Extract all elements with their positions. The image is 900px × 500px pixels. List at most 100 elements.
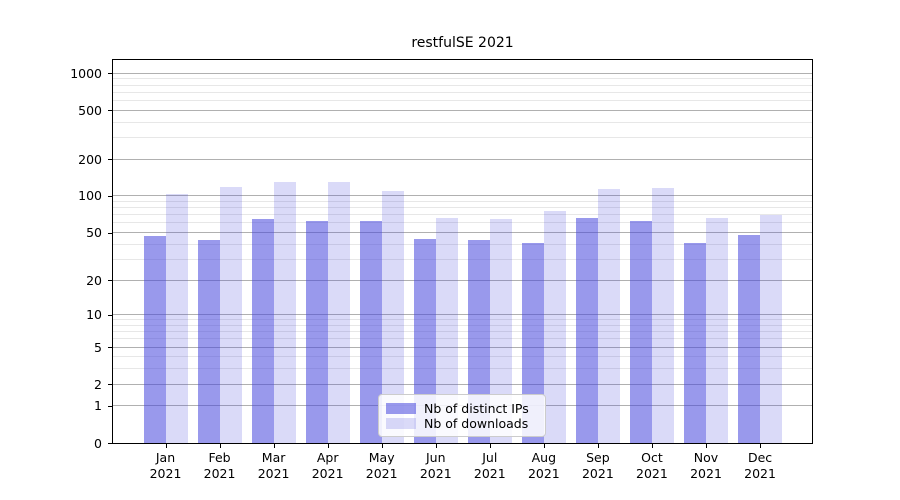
x-tick-mark: [219, 444, 221, 448]
x-tick-year: 2021: [149, 465, 182, 481]
gridline-major: [113, 346, 812, 348]
x-tick-year: 2021: [419, 465, 452, 481]
gridline-major: [113, 383, 812, 385]
x-tick-year: 2021: [527, 465, 560, 481]
bar-downloads: [706, 217, 728, 443]
x-tick-month: Nov: [693, 450, 719, 465]
bar-distinct-ips: [738, 234, 761, 443]
gridline-minor: [113, 78, 812, 80]
legend-item-downloads: Nb of downloads: [386, 415, 539, 431]
x-tick-label: Nov 2021: [674, 450, 738, 481]
y-tick-mark: [108, 443, 112, 444]
bar-downloads: [489, 218, 512, 443]
x-tick-mark: [706, 444, 707, 448]
bar-distinct-ips: [467, 240, 490, 443]
x-tick-label: May 2021: [350, 450, 414, 481]
gridline-minor: [113, 258, 812, 260]
x-tick-month: Oct: [641, 450, 663, 465]
bar-distinct-ips: [251, 218, 274, 443]
y-tick-label: 200: [78, 151, 102, 167]
gridline-minor: [113, 324, 812, 326]
x-tick-month: Jun: [425, 450, 446, 465]
bar-distinct-ips: [521, 242, 544, 443]
gridline-major: [113, 232, 812, 234]
y-tick-mark: [108, 73, 112, 75]
x-tick-label: Apr 2021: [296, 450, 360, 481]
bar-downloads: [543, 211, 566, 443]
x-tick-label: Jun 2021: [404, 450, 468, 481]
y-tick-mark: [108, 159, 112, 161]
x-tick-month: Jul: [482, 450, 498, 465]
x-tick-label: Jan 2021: [134, 450, 198, 481]
y-tick-mark: [108, 195, 112, 197]
bar-distinct-ips: [197, 240, 220, 443]
gridline-minor: [113, 201, 812, 203]
y-tick-mark: [108, 314, 112, 316]
gridline-major: [113, 279, 812, 281]
x-tick-year: 2021: [257, 465, 290, 481]
x-tick-year: 2021: [690, 465, 722, 481]
gridline-minor: [113, 84, 812, 86]
x-tick-mark: [327, 444, 329, 448]
gridline-minor: [113, 243, 812, 245]
x-tick-year: 2021: [581, 465, 614, 481]
bar-distinct-ips: [305, 221, 328, 443]
bar-downloads: [381, 190, 404, 443]
y-tick-mark: [108, 280, 112, 282]
bar-downloads: [435, 217, 458, 443]
x-tick-year: 2021: [203, 465, 236, 481]
x-tick-month: Feb: [208, 450, 231, 465]
bar-downloads: [760, 214, 783, 443]
legend-label-distinct-ips: Nb of distinct IPs: [424, 400, 529, 416]
bar-distinct-ips: [413, 239, 436, 443]
x-tick-mark: [597, 444, 599, 448]
y-tick-label: 0: [94, 435, 102, 451]
gridline-minor: [113, 368, 812, 370]
bar-downloads: [327, 182, 350, 443]
x-tick-month: May: [368, 450, 395, 465]
legend-label-downloads: Nb of downloads: [424, 415, 529, 431]
x-tick-month: Dec: [747, 450, 773, 465]
x-tick-label: Aug 2021: [512, 450, 576, 481]
gridline-minor: [113, 137, 812, 139]
x-tick-year: 2021: [636, 465, 668, 481]
y-tick-mark: [108, 232, 112, 234]
bar-downloads: [651, 187, 674, 443]
x-tick-mark: [489, 444, 491, 448]
bar-downloads: [165, 193, 188, 443]
x-tick-mark: [381, 444, 383, 448]
y-tick-mark: [108, 405, 112, 407]
gridline-minor: [113, 121, 812, 123]
y-tick-label: 10: [86, 307, 102, 323]
gridline-major: [113, 158, 812, 160]
legend: Nb of distinct IPs Nb of downloads: [378, 394, 546, 437]
x-tick-mark: [165, 444, 167, 448]
gridline-minor: [113, 319, 812, 321]
chart-title: restfulSE 2021: [411, 35, 514, 51]
gridline-minor: [113, 207, 812, 209]
legend-swatch-downloads-icon: [386, 417, 416, 429]
y-tick-label: 1: [94, 398, 102, 414]
y-tick-label: 20: [86, 272, 102, 288]
x-tick-year: 2021: [311, 465, 344, 481]
x-tick-year: 2021: [744, 465, 776, 481]
x-tick-month: Sep: [586, 450, 610, 465]
gridline-minor: [113, 100, 812, 101]
x-tick-year: 2021: [473, 465, 506, 481]
legend-swatch-distinct-ips-icon: [386, 402, 416, 414]
x-tick-label: Mar 2021: [242, 450, 306, 481]
gridline-minor: [113, 91, 812, 93]
y-tick-label: 100: [78, 188, 102, 204]
x-tick-label: Sep 2021: [566, 450, 630, 481]
x-tick-label: Feb 2021: [188, 450, 252, 481]
x-tick-year: 2021: [365, 465, 398, 481]
y-tick-mark: [108, 384, 112, 386]
gridline-minor: [113, 222, 812, 224]
gridline-major: [113, 314, 812, 316]
bar-downloads: [273, 181, 296, 443]
bar-downloads: [219, 187, 242, 443]
x-tick-month: Jan: [155, 450, 176, 465]
y-tick-mark: [108, 110, 112, 112]
x-tick-label: Oct 2021: [620, 450, 684, 481]
